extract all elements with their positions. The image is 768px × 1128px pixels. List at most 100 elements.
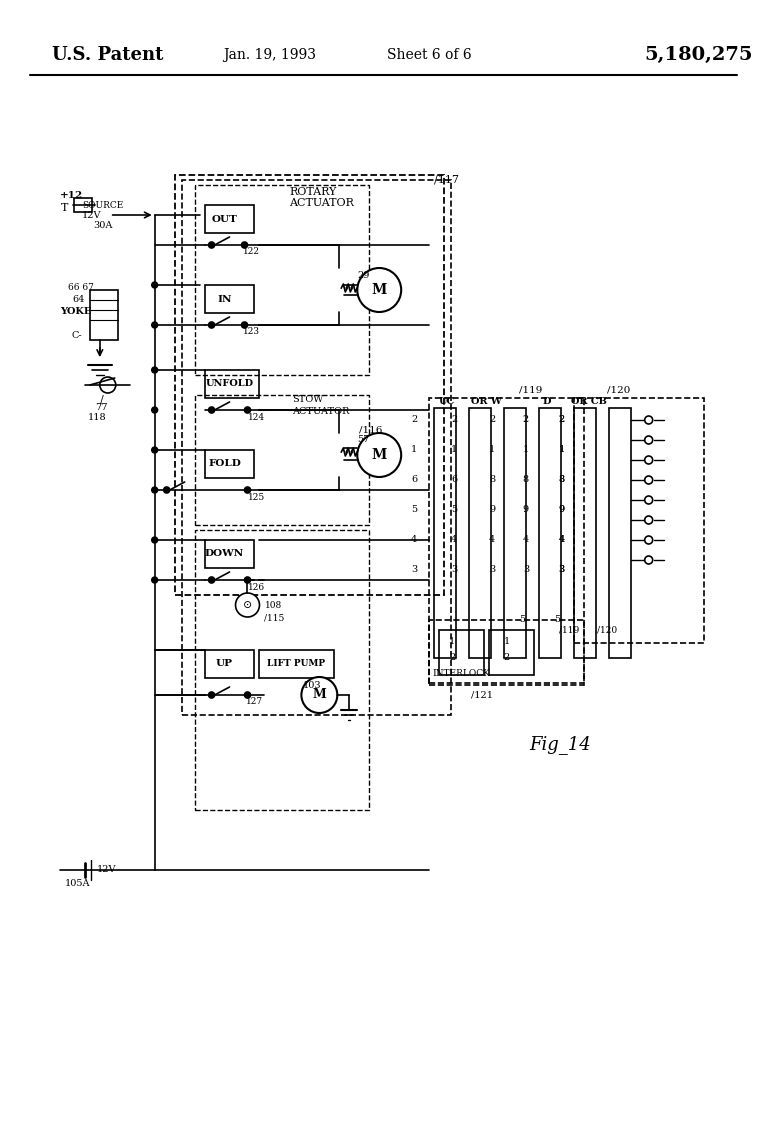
Text: 126: 126 (247, 582, 265, 591)
Text: 8: 8 (559, 476, 565, 485)
Text: /119: /119 (559, 626, 579, 634)
Text: 123: 123 (243, 327, 260, 336)
Circle shape (209, 243, 214, 248)
Text: 64: 64 (73, 296, 85, 305)
Text: Jan. 19, 1993: Jan. 19, 1993 (223, 49, 316, 62)
Text: YOKE: YOKE (60, 308, 91, 317)
Text: 1: 1 (559, 446, 565, 455)
Text: /121: /121 (471, 690, 493, 699)
Text: 9: 9 (489, 505, 495, 514)
Text: 103: 103 (303, 680, 321, 689)
Text: STOW: STOW (293, 396, 323, 405)
Text: 4: 4 (559, 536, 565, 545)
Bar (204, 205, 254, 233)
Text: 3: 3 (523, 565, 529, 574)
Text: 6: 6 (451, 476, 457, 485)
Text: M: M (372, 448, 387, 462)
Circle shape (152, 487, 157, 493)
Text: UC: UC (439, 397, 455, 406)
Text: +12: +12 (60, 191, 83, 200)
Text: 1: 1 (411, 446, 417, 455)
Bar (260, 650, 334, 678)
Circle shape (244, 578, 250, 583)
Bar (204, 285, 254, 312)
Text: /115: /115 (264, 614, 285, 623)
Text: T: T (61, 203, 68, 213)
Text: ⊙: ⊙ (243, 600, 252, 610)
Bar (429, 398, 584, 682)
Circle shape (209, 578, 214, 583)
Circle shape (209, 691, 214, 698)
Text: M: M (372, 283, 387, 297)
Bar (434, 408, 456, 658)
Text: 66 67: 66 67 (68, 283, 94, 292)
Text: Fig_14: Fig_14 (529, 735, 591, 755)
Circle shape (152, 321, 157, 328)
Circle shape (152, 282, 157, 288)
Text: 1: 1 (559, 446, 565, 455)
Text: 118: 118 (88, 414, 107, 423)
Circle shape (241, 321, 247, 328)
Text: 6: 6 (411, 476, 417, 485)
Text: D: D (543, 397, 551, 406)
Circle shape (164, 487, 170, 493)
Text: 12V: 12V (97, 865, 116, 874)
Text: /117: /117 (434, 175, 459, 185)
Circle shape (244, 407, 250, 413)
Text: 9: 9 (559, 505, 565, 514)
Circle shape (152, 578, 157, 583)
Circle shape (644, 416, 653, 424)
Text: 3: 3 (451, 565, 457, 574)
Bar (204, 540, 254, 569)
Text: ROTARY: ROTARY (290, 187, 337, 197)
Circle shape (644, 496, 653, 504)
Text: 4: 4 (489, 536, 495, 545)
Text: INTERLOCK: INTERLOCK (432, 669, 490, 678)
Text: 8: 8 (559, 476, 565, 485)
Text: 2: 2 (411, 415, 417, 424)
Text: /119: /119 (519, 386, 542, 395)
Text: SOURCE: SOURCE (82, 201, 123, 210)
Text: 5: 5 (451, 505, 457, 514)
Text: DOWN: DOWN (205, 549, 244, 558)
Bar (574, 398, 703, 643)
Text: IN: IN (217, 296, 232, 305)
Text: OUT: OUT (212, 215, 237, 224)
Text: 125: 125 (247, 493, 265, 502)
Text: 1: 1 (504, 637, 510, 646)
Text: 127: 127 (246, 697, 263, 706)
Circle shape (644, 456, 653, 464)
Text: 3: 3 (559, 565, 565, 574)
Bar (204, 450, 254, 478)
Circle shape (644, 515, 653, 525)
Text: 1: 1 (449, 637, 455, 646)
Circle shape (152, 447, 157, 453)
Bar (574, 408, 596, 658)
Text: Sheet 6 of 6: Sheet 6 of 6 (387, 49, 472, 62)
Circle shape (644, 536, 653, 544)
Circle shape (152, 537, 157, 543)
Circle shape (100, 377, 116, 393)
Text: 4: 4 (451, 536, 457, 545)
Text: 2: 2 (489, 415, 495, 424)
Bar (194, 395, 369, 525)
Bar (539, 408, 561, 658)
Bar (174, 175, 444, 594)
Text: 4: 4 (559, 536, 565, 545)
Circle shape (152, 407, 157, 413)
Bar (489, 631, 534, 675)
Text: 2: 2 (559, 415, 565, 424)
Circle shape (357, 268, 401, 312)
Text: 105A: 105A (65, 879, 91, 888)
Text: 9: 9 (523, 505, 529, 514)
Bar (194, 185, 369, 374)
Text: C-: C- (72, 331, 82, 340)
Circle shape (241, 243, 247, 248)
Text: LIFT PUMP: LIFT PUMP (267, 660, 326, 669)
Text: 2: 2 (504, 653, 510, 662)
Bar (609, 408, 631, 658)
Bar (90, 290, 118, 340)
Text: OR W: OR W (471, 397, 502, 406)
Circle shape (644, 476, 653, 484)
Bar (439, 631, 484, 675)
